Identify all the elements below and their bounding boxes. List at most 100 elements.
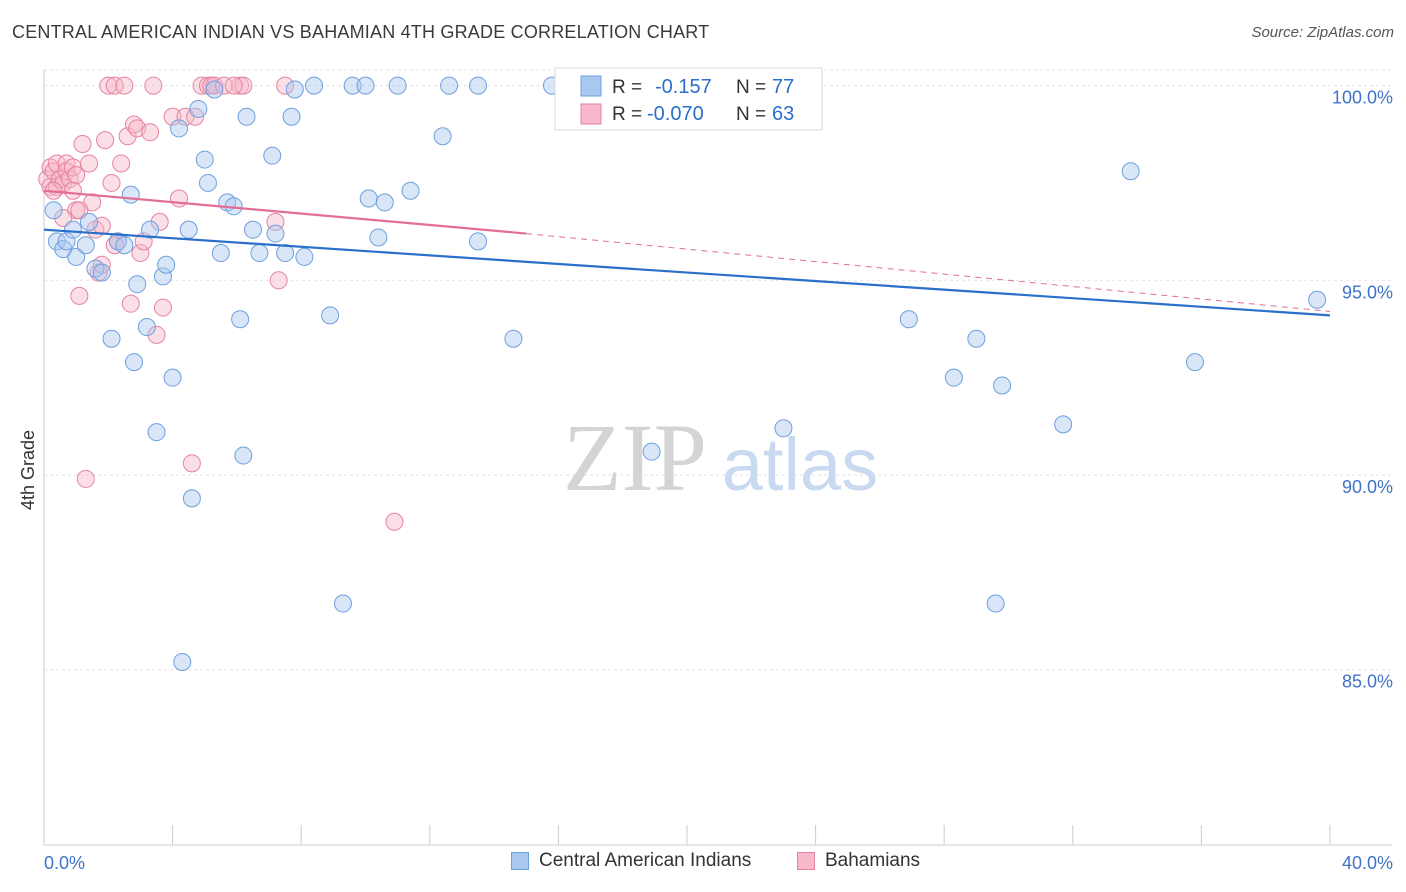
point-blue-46 <box>333 594 352 613</box>
stats-n-label-blue: N = <box>736 77 766 98</box>
point-pink-30 <box>121 294 140 313</box>
point-blue-49 <box>359 189 378 208</box>
trend-dashed-pink <box>526 233 1331 312</box>
point-pink-35 <box>141 123 160 142</box>
point-blue-67 <box>1054 415 1073 434</box>
point-blue-52 <box>388 76 407 95</box>
point-blue-24 <box>179 220 198 239</box>
point-pink-43 <box>182 454 201 473</box>
point-blue-66 <box>993 376 1012 395</box>
point-blue-47 <box>343 76 362 95</box>
axes <box>43 70 1392 846</box>
point-blue-43 <box>295 247 314 266</box>
point-blue-38 <box>263 146 282 165</box>
point-blue-54 <box>440 76 459 95</box>
point-blue-4 <box>63 220 82 239</box>
point-blue-35 <box>237 107 256 126</box>
point-pink-23 <box>99 76 118 95</box>
point-blue-34 <box>234 446 253 465</box>
point-pink-53 <box>269 271 288 290</box>
stats-n-label-pink: N = <box>736 104 766 125</box>
point-pink-49 <box>215 76 234 95</box>
point-blue-23 <box>173 652 192 671</box>
stats-legend-swatch-pink <box>580 103 602 125</box>
stats-legend-swatch-blue <box>580 75 602 97</box>
point-blue-56 <box>469 76 488 95</box>
point-blue-53 <box>401 181 420 200</box>
point-blue-45 <box>321 306 340 325</box>
trend-blue <box>43 228 1331 317</box>
point-pink-51 <box>234 76 253 95</box>
point-pink-24 <box>102 173 121 192</box>
point-blue-17 <box>141 220 160 239</box>
point-blue-15 <box>128 275 147 294</box>
point-pink-55 <box>385 512 404 531</box>
point-blue-41 <box>282 107 301 126</box>
gridlines <box>44 69 1392 671</box>
point-blue-30 <box>211 244 230 263</box>
point-blue-42 <box>285 80 304 99</box>
point-blue-12 <box>115 236 134 255</box>
point-pink-56 <box>54 208 73 227</box>
point-blue-69 <box>1185 353 1204 372</box>
point-blue-22 <box>170 119 189 138</box>
point-blue-10 <box>102 329 121 348</box>
point-pink-57 <box>70 201 89 220</box>
point-pink-33 <box>131 244 150 263</box>
point-blue-3 <box>57 232 76 251</box>
tick-labels: 100.0% 95.0% 90.0% 85.0% 0.0% 40.0% <box>44 88 1393 873</box>
point-blue-20 <box>157 255 176 274</box>
trend-pink <box>43 189 527 235</box>
point-blue-19 <box>153 267 172 286</box>
point-blue-62 <box>899 310 918 329</box>
point-blue-37 <box>250 244 269 263</box>
legend-swatch-blue <box>511 852 529 870</box>
point-blue-58 <box>504 329 523 348</box>
series-legend: Central American Indians Bahamians <box>0 850 1406 880</box>
point-pink-25 <box>105 76 124 95</box>
point-pink-27 <box>112 154 131 173</box>
point-pink-22 <box>96 131 115 150</box>
point-pink-29 <box>118 127 137 146</box>
point-blue-6 <box>76 236 95 255</box>
point-blue-18 <box>147 423 166 442</box>
stats-legend: R = -0.157 N = 77 R = -0.070 N = 63 <box>554 67 823 131</box>
point-blue-63 <box>944 368 963 387</box>
point-blue-61 <box>774 419 793 438</box>
point-pink-13 <box>67 166 86 185</box>
y-tick-label-2: 90.0% <box>1342 477 1393 497</box>
point-blue-14 <box>125 353 144 372</box>
point-pink-36 <box>144 76 163 95</box>
point-blue-70 <box>1308 290 1327 309</box>
point-blue-44 <box>305 76 324 95</box>
point-blue-33 <box>231 310 250 329</box>
point-blue-25 <box>182 489 201 508</box>
stats-r-label-pink: R = <box>612 104 642 125</box>
point-blue-36 <box>243 220 262 239</box>
stats-r-value-blue: -0.157 <box>655 76 712 98</box>
point-pink-14 <box>70 286 89 305</box>
point-blue-5 <box>67 247 86 266</box>
stats-r-label-blue: R = <box>612 77 642 98</box>
point-pink-39 <box>153 298 172 317</box>
point-pink-48 <box>205 76 224 95</box>
point-blue-16 <box>137 318 156 337</box>
point-blue-29 <box>205 80 224 99</box>
legend-label-central-american-indians: Central American Indians <box>539 850 752 871</box>
point-pink-59 <box>63 181 82 200</box>
point-blue-0 <box>44 201 63 220</box>
point-pink-17 <box>80 154 99 173</box>
stats-n-value-pink: 63 <box>772 103 794 125</box>
point-blue-40 <box>276 244 295 263</box>
point-blue-65 <box>986 594 1005 613</box>
watermark: ZIP atlas <box>563 404 878 511</box>
watermark-atlas: atlas <box>722 423 878 506</box>
point-blue-26 <box>189 99 208 118</box>
y-axis-label: 4th Grade <box>18 430 38 510</box>
point-blue-51 <box>375 193 394 212</box>
series-central-american-indians <box>44 76 1327 671</box>
legend-swatch-pink <box>797 852 815 870</box>
point-blue-64 <box>967 329 986 348</box>
series-bahamians <box>38 76 404 531</box>
